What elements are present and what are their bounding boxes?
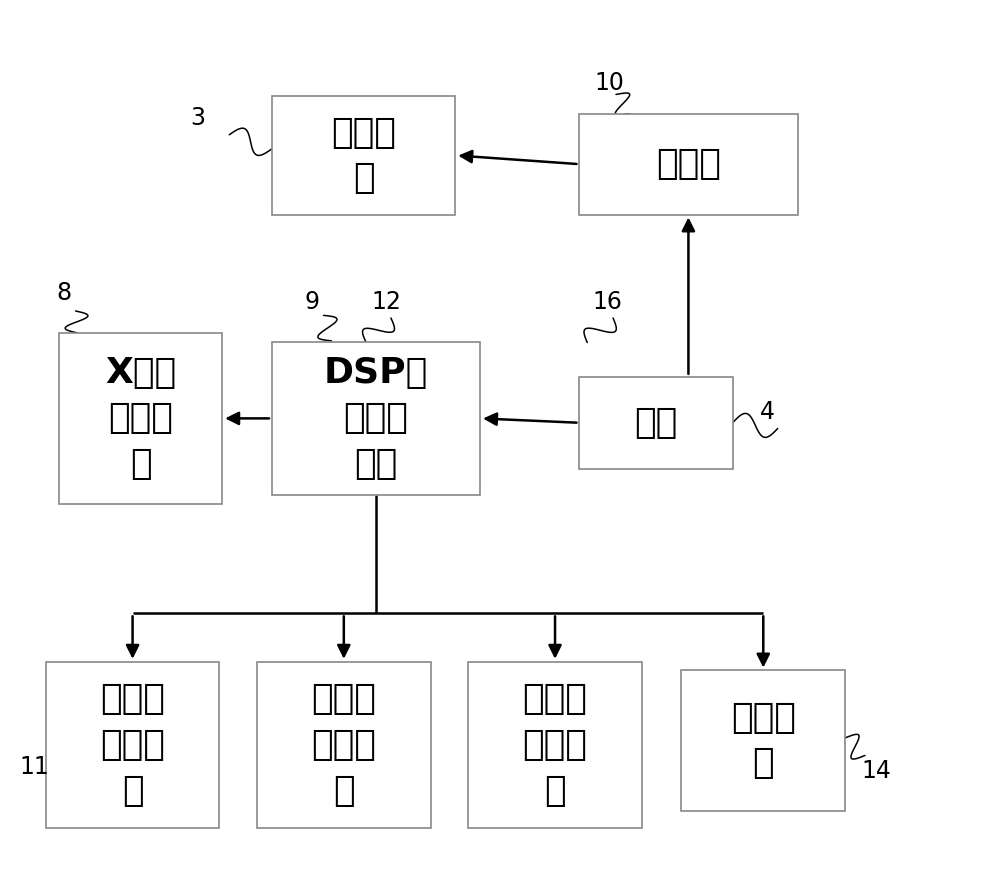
Text: DSP数: DSP数 xyxy=(324,356,428,389)
Text: 力传感: 力传感 xyxy=(523,728,587,762)
Text: 模块: 模块 xyxy=(354,447,398,481)
Text: 第一压: 第一压 xyxy=(100,682,165,716)
Text: 器: 器 xyxy=(122,773,143,807)
Text: 度检测: 度检测 xyxy=(108,402,173,435)
Text: 16: 16 xyxy=(592,290,622,314)
FancyBboxPatch shape xyxy=(46,662,219,828)
FancyBboxPatch shape xyxy=(681,671,845,811)
Text: 器: 器 xyxy=(544,773,566,807)
Text: 控制器: 控制器 xyxy=(656,147,721,181)
Text: 12: 12 xyxy=(371,290,401,314)
Text: 接近开: 接近开 xyxy=(731,701,796,735)
FancyBboxPatch shape xyxy=(59,333,222,504)
FancyBboxPatch shape xyxy=(257,662,431,828)
Text: 器: 器 xyxy=(130,447,151,481)
Text: 驱动电: 驱动电 xyxy=(331,116,396,150)
FancyBboxPatch shape xyxy=(272,342,480,495)
Text: 第二压: 第二压 xyxy=(311,682,376,716)
Text: 器: 器 xyxy=(333,773,355,807)
Text: 9: 9 xyxy=(304,290,319,314)
FancyBboxPatch shape xyxy=(468,662,642,828)
Text: 机: 机 xyxy=(353,161,374,196)
Text: 主机: 主机 xyxy=(635,406,678,440)
Text: 关: 关 xyxy=(752,746,774,781)
Text: 14: 14 xyxy=(862,759,892,783)
Text: 4: 4 xyxy=(760,400,775,424)
FancyBboxPatch shape xyxy=(272,96,455,214)
Text: 力传感: 力传感 xyxy=(100,728,165,762)
Text: 11: 11 xyxy=(19,755,49,779)
Text: 3: 3 xyxy=(190,106,205,130)
Text: 8: 8 xyxy=(56,281,71,305)
Text: 力传感: 力传感 xyxy=(311,728,376,762)
Text: 10: 10 xyxy=(594,71,624,95)
Text: 据处理: 据处理 xyxy=(344,402,408,435)
FancyBboxPatch shape xyxy=(579,377,733,469)
FancyBboxPatch shape xyxy=(579,114,798,214)
Text: 第三压: 第三压 xyxy=(523,682,587,716)
Text: X光厚: X光厚 xyxy=(105,356,176,389)
